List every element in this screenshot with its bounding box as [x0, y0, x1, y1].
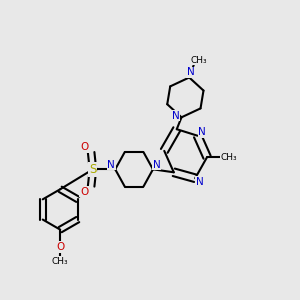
Text: N: N — [107, 160, 115, 170]
Text: N: N — [172, 110, 179, 121]
Text: N: N — [187, 68, 195, 77]
Text: N: N — [198, 128, 206, 137]
Text: CH₃: CH₃ — [220, 153, 237, 162]
Text: O: O — [56, 242, 64, 252]
Text: O: O — [80, 187, 88, 196]
Text: N: N — [196, 176, 204, 187]
Text: CH₃: CH₃ — [191, 56, 207, 65]
Text: CH₃: CH₃ — [52, 257, 69, 266]
Text: S: S — [89, 163, 97, 176]
Text: O: O — [80, 142, 88, 152]
Text: N: N — [153, 160, 161, 170]
